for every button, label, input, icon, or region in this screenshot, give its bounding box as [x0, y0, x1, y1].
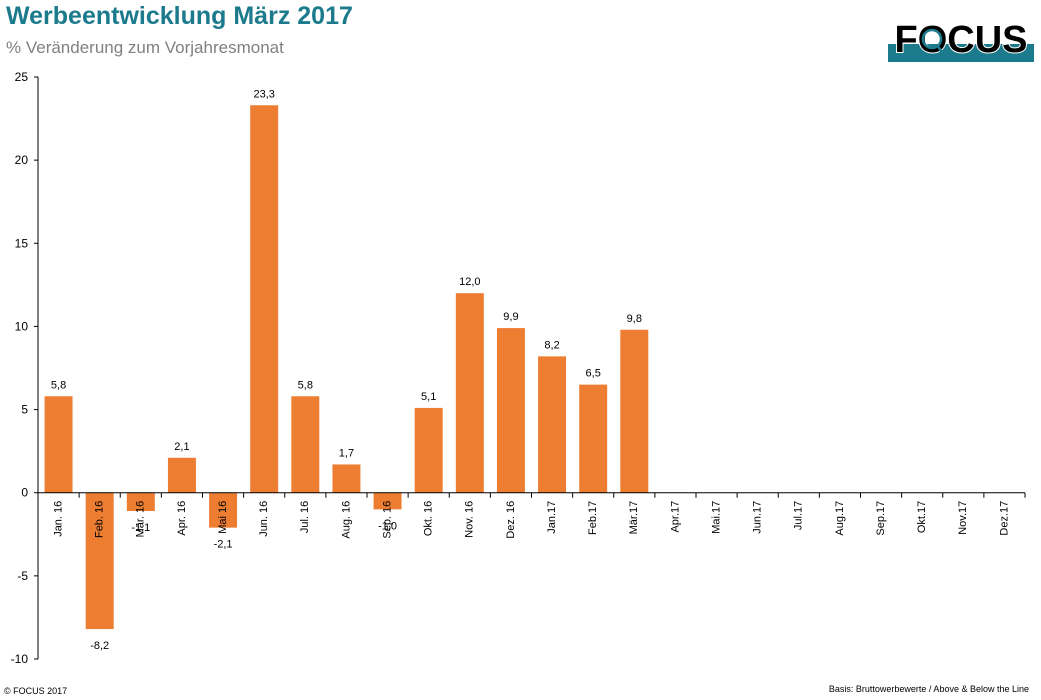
x-tick-label: Mai 16	[217, 501, 229, 534]
data-label: -8,2	[90, 640, 109, 652]
bar	[44, 396, 73, 493]
x-tick-label: Aug. 16	[340, 501, 352, 539]
data-label: 1,7	[339, 447, 354, 459]
data-label: 5,1	[421, 391, 436, 403]
bar	[538, 356, 567, 493]
chart-title: Werbeentwicklung März 2017	[6, 2, 353, 30]
x-tick-label: Feb.17	[587, 501, 599, 535]
x-tick-label: Nov. 16	[464, 501, 476, 538]
y-tick-label: -10	[11, 652, 29, 666]
bar	[373, 492, 402, 510]
x-axis: Jan. 16 Feb. 16 Mär. 16 Apr. 16 Mai 16 Jun. 1…	[37, 492, 1026, 539]
bar	[85, 492, 114, 630]
x-tick-label: Okt. 16	[423, 501, 435, 536]
bar	[209, 492, 238, 528]
y-tick-label: 25	[15, 70, 29, 84]
bar	[455, 293, 484, 493]
logo-lens-handle	[936, 45, 948, 61]
x-tick-label: Apr.17	[669, 501, 681, 533]
x-tick-label: Mär.17	[628, 501, 640, 535]
y-tick-label: 15	[15, 236, 29, 250]
bar	[579, 384, 608, 493]
x-tick-label: Okt.17	[916, 501, 928, 533]
x-tick-label: Jan.17	[546, 501, 558, 534]
bar	[126, 492, 155, 512]
x-tick-label: Mai.17	[710, 501, 722, 534]
data-label: 5,8	[51, 379, 66, 391]
focus-logo: FOCUS	[888, 18, 1034, 62]
x-tick-label: Dez.17	[998, 501, 1010, 536]
bars: 5,8 -8,2 -1,1 2,1 -2,1 23,3 5,8 1,7 -1,0 5,1 12,0 9…	[44, 88, 649, 652]
x-tick-label: Jun. 16	[258, 501, 270, 537]
bar	[496, 328, 525, 493]
data-label: 2,1	[174, 441, 189, 453]
x-tick-label: Feb. 16	[94, 501, 106, 538]
data-label: 12,0	[459, 276, 480, 288]
bar	[291, 396, 320, 493]
bar	[167, 457, 196, 493]
logo-band	[888, 44, 1034, 62]
x-tick-label: Sep. 16	[381, 501, 393, 539]
data-label: -2,1	[214, 539, 233, 551]
y-tick-label: 0	[21, 486, 28, 500]
x-tick-label: Sep.17	[875, 501, 887, 536]
logo-text: FOCUS	[895, 19, 1028, 61]
x-tick-label: Dez. 16	[505, 501, 517, 539]
x-tick-label: Jun.17	[752, 501, 764, 534]
y-tick-label: 5	[21, 403, 28, 417]
x-tick-label: Nov.17	[957, 501, 969, 535]
data-label: 5,8	[298, 379, 313, 391]
data-label: 9,9	[503, 311, 518, 323]
data-label: -1,0	[378, 520, 397, 532]
y-tick-label: 10	[15, 319, 29, 333]
logo-lens-icon	[921, 28, 943, 50]
bar	[332, 464, 361, 493]
y-axis: -10 -5 0 5 10 15 20 25	[11, 70, 39, 666]
x-tick-label: Apr. 16	[176, 501, 188, 536]
source-note: Basis: Bruttowerbewerte / Above & Below …	[828, 684, 1029, 694]
x-tick-label: Jan. 16	[52, 501, 64, 537]
copyright-note: © FOCUS 2017	[4, 686, 68, 696]
x-tick-label: Mär. 16	[135, 501, 147, 538]
bar	[620, 329, 649, 493]
x-tick-label: Jul. 16	[299, 501, 311, 533]
y-tick-label: 20	[15, 153, 29, 167]
x-tick-label: Jul.17	[793, 501, 805, 530]
data-label: -1,1	[131, 522, 150, 534]
data-label: 9,8	[627, 313, 642, 325]
data-label: 8,2	[544, 339, 559, 351]
x-tick-label: Aug.17	[834, 501, 846, 536]
bar	[250, 105, 279, 493]
y-tick-label: -5	[17, 569, 28, 583]
chart-subtitle: % Veränderung zum Vorjahresmonat	[6, 38, 284, 57]
bar	[414, 407, 443, 493]
data-label: 6,5	[586, 368, 601, 380]
data-label: 23,3	[253, 88, 274, 100]
